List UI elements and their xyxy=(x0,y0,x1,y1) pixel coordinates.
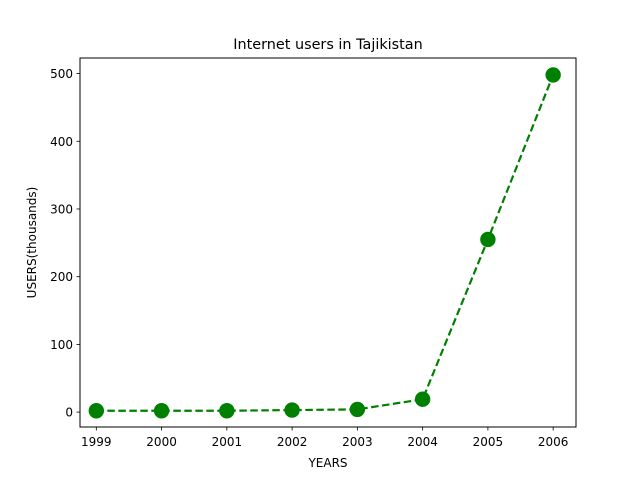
x-tick-label: 2004 xyxy=(407,435,438,449)
data-point xyxy=(480,231,496,248)
x-tick-label: 1999 xyxy=(81,435,112,449)
x-tick-label: 2001 xyxy=(212,435,243,449)
y-tick-label: 500 xyxy=(50,67,73,81)
y-axis-label: USERS(thousands) xyxy=(25,187,39,299)
data-point xyxy=(219,403,235,419)
y-tick-label: 100 xyxy=(50,338,73,352)
chart-title: Internet users in Tajikistan xyxy=(233,37,423,53)
y-tick-label: 400 xyxy=(50,135,73,149)
data-point xyxy=(545,67,561,83)
plot-area xyxy=(88,67,561,419)
x-tick-label: 2005 xyxy=(473,435,504,449)
axes-frame xyxy=(79,57,577,428)
x-tick-label: 2002 xyxy=(277,435,308,449)
x-tick-label: 2003 xyxy=(342,435,373,449)
x-axis-label: YEARS xyxy=(307,456,347,470)
y-tick-label: 200 xyxy=(50,270,73,284)
data-point xyxy=(88,403,105,419)
x-tick-label: 2000 xyxy=(146,435,177,449)
data-point xyxy=(414,391,431,407)
y-tick-label: 300 xyxy=(50,202,73,216)
data-point xyxy=(153,403,170,419)
x-tick-label: 2006 xyxy=(538,435,569,449)
y-tick-label: 0 xyxy=(65,406,73,420)
data-point xyxy=(349,401,366,418)
data-point xyxy=(284,402,300,418)
